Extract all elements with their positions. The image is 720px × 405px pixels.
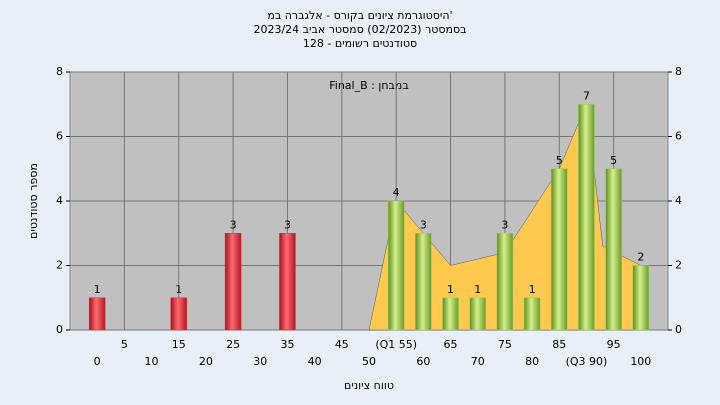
data-label: 5: [556, 154, 563, 167]
data-label: 1: [529, 283, 536, 296]
x-tick-label: (Q3 90): [566, 355, 608, 368]
x-tick-label: 75: [498, 338, 512, 351]
chart-subtitle: בסמסטר (02/2023) סמסטר אביב 2023/24: [253, 23, 466, 36]
x-tick-label: 85: [552, 338, 566, 351]
y2-tick-label: 4: [675, 194, 682, 207]
bar: [523, 297, 541, 331]
data-label: 1: [447, 283, 454, 296]
data-label: 4: [393, 186, 400, 199]
x-tick-label: 70: [471, 355, 485, 368]
x-tick-label: 5: [121, 338, 128, 351]
annotation: Final_B : במבחן: [329, 79, 408, 92]
x-tick-label: 0: [94, 355, 101, 368]
y-tick-label: 8: [56, 65, 63, 78]
x-axis-label: טווח ציונים: [344, 379, 394, 392]
bar: [387, 200, 405, 331]
bar: [279, 233, 296, 331]
data-label: 2: [637, 251, 644, 264]
x-tick-label: 15: [172, 338, 186, 351]
bar: [578, 104, 595, 331]
bar: [551, 168, 568, 331]
x-tick-label: 35: [280, 338, 294, 351]
bar: [632, 265, 650, 331]
x-tick-label: 100: [630, 355, 651, 368]
x-tick-label: 95: [607, 338, 621, 351]
x-tick-label: 65: [444, 338, 458, 351]
x-tick-label: (Q1 55): [375, 338, 417, 351]
bar: [605, 168, 622, 331]
y2-tick-label: 0: [675, 323, 682, 336]
x-tick-label: 40: [308, 355, 322, 368]
y-axis-label: מספר סטודנטים: [27, 163, 40, 239]
x-tick-label: 30: [253, 355, 267, 368]
y2-tick-label: 8: [675, 65, 682, 78]
y-tick-label: 0: [56, 323, 63, 336]
data-label: 7: [583, 89, 590, 102]
data-label: 3: [420, 218, 427, 231]
data-label: 3: [230, 218, 237, 231]
data-label: 1: [175, 283, 182, 296]
y2-tick-label: 6: [675, 130, 682, 143]
x-tick-label: 80: [525, 355, 539, 368]
bar: [442, 297, 459, 331]
bar: [496, 233, 514, 331]
x-tick-label: 20: [199, 355, 213, 368]
x-tick-label: 45: [335, 338, 349, 351]
bar: [170, 297, 187, 331]
bar: [88, 297, 106, 331]
chart-title: היסטוגרמת ציונים בקורס - אלגברה במ': [267, 9, 452, 22]
x-tick-label: 10: [145, 355, 159, 368]
data-label: 3: [284, 218, 291, 231]
data-label: 3: [501, 218, 508, 231]
data-label: 1: [94, 283, 101, 296]
y-tick-label: 2: [56, 259, 63, 272]
x-tick-label: 50: [362, 355, 376, 368]
data-label: 5: [610, 154, 617, 167]
y-tick-label: 4: [56, 194, 63, 207]
y2-tick-label: 2: [675, 259, 682, 272]
bar: [224, 233, 242, 331]
bar: [415, 233, 432, 331]
x-tick-label: 25: [226, 338, 240, 351]
y-tick-label: 6: [56, 130, 63, 143]
x-tick-label: 60: [416, 355, 430, 368]
bar: [469, 297, 486, 331]
chart-subtitle: סטודנטים רשומים - 128: [303, 37, 417, 50]
data-label: 1: [474, 283, 481, 296]
